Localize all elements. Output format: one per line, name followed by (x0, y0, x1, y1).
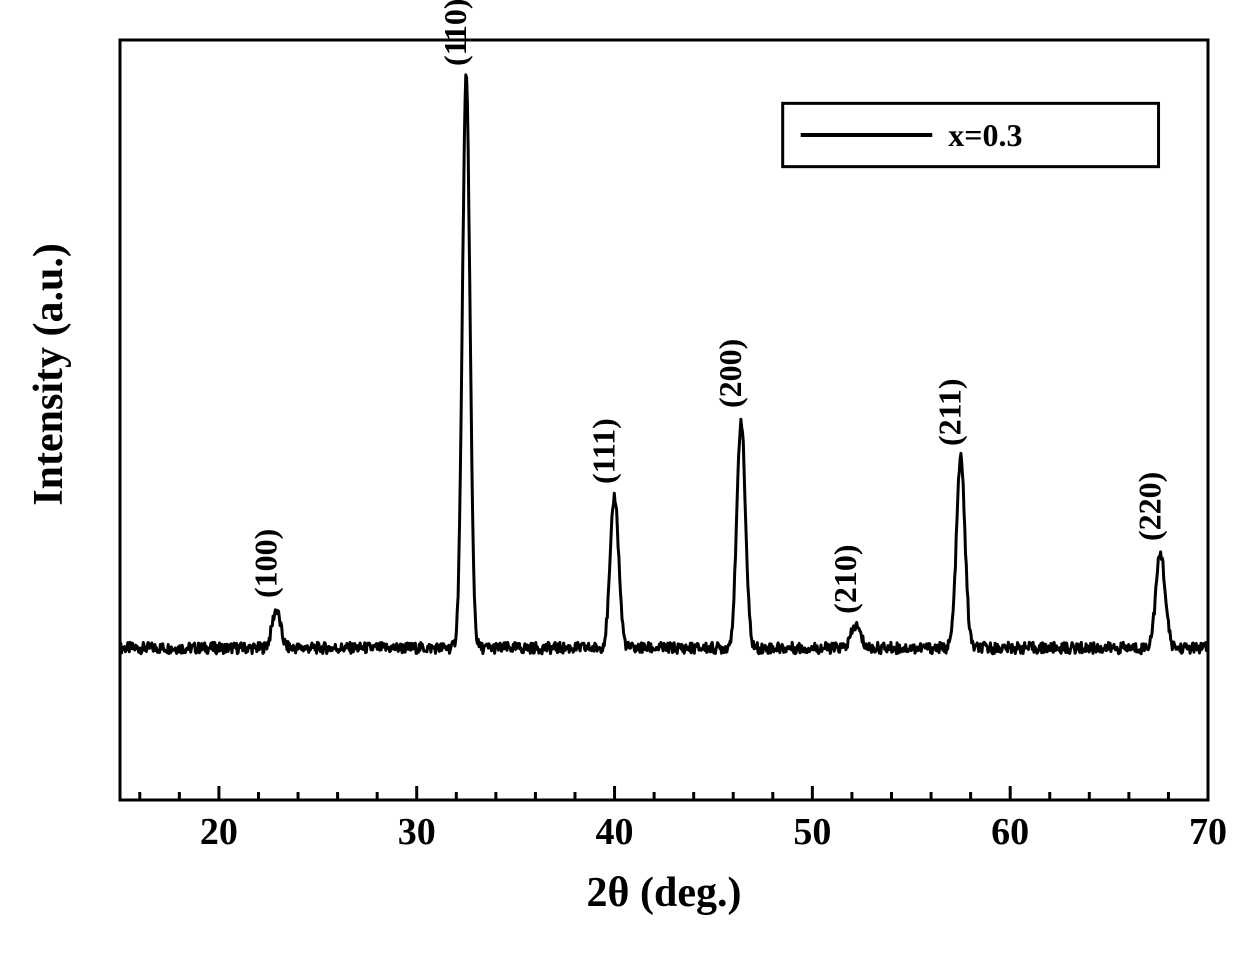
peak-label: (211) (932, 378, 968, 446)
x-axis-label: 2θ (deg.) (587, 870, 742, 916)
x-tick-label: 60 (991, 811, 1029, 853)
x-tick-label: 20 (200, 811, 238, 853)
x-tick-label: 50 (793, 811, 831, 853)
x-tick-label: 40 (596, 811, 634, 853)
peak-label: (220) (1132, 472, 1168, 541)
x-tick-label: 70 (1189, 811, 1227, 853)
y-axis-label: Intensity (a.u.) (26, 243, 72, 506)
peak-label: (110) (437, 0, 473, 66)
x-tick-label: 30 (398, 811, 436, 853)
legend-text: x=0.3 (948, 117, 1022, 153)
peak-label: (210) (827, 545, 863, 614)
peak-label: (111) (586, 418, 622, 484)
peak-label: (200) (712, 339, 748, 408)
peak-label: (100) (247, 529, 283, 598)
